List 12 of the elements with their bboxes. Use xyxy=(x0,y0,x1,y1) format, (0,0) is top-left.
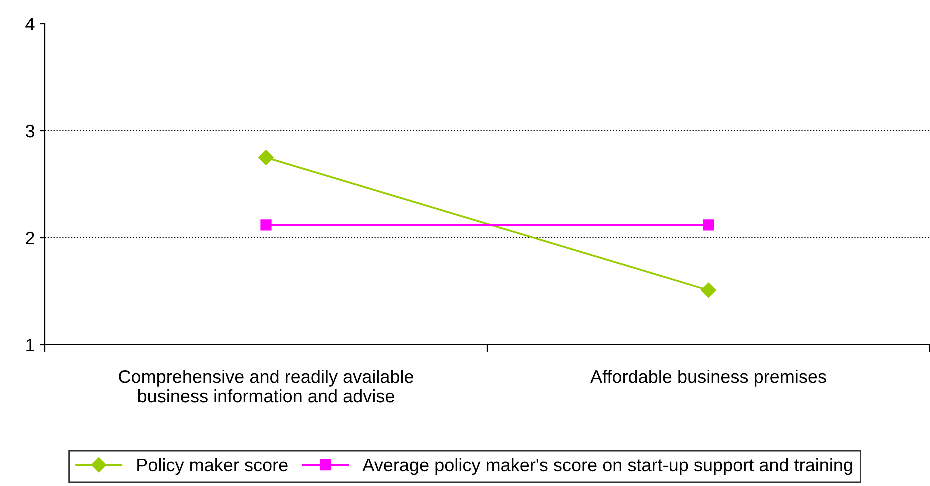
legend-label: Policy maker score xyxy=(138,458,288,476)
point xyxy=(260,220,272,231)
x-tick-label: Comprehensive and readily available business information and advise xyxy=(119,370,414,403)
y-tick-label: 1 xyxy=(26,339,34,352)
y-tick-label: 4 xyxy=(26,18,35,31)
point xyxy=(703,220,714,231)
legend-label: Average policy maker's score on start-up support and training xyxy=(362,458,852,476)
point xyxy=(701,282,716,298)
y-tick-label: 2 xyxy=(26,232,34,245)
x-tick-label: Affordable business premises xyxy=(590,370,826,387)
point xyxy=(258,150,274,166)
y-tick-label: 3 xyxy=(26,124,34,138)
